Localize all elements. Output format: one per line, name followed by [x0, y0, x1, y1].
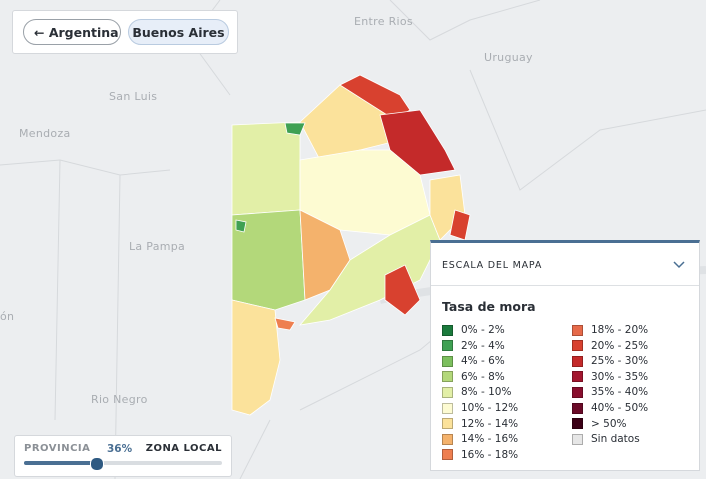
legend-label: 30% - 35%	[591, 370, 649, 383]
map-label: Mendoza	[19, 127, 71, 140]
legend-swatch	[572, 355, 583, 367]
legend-label: 12% - 14%	[461, 417, 519, 430]
legend-panel: ESCALA DEL MAPA Tasa de mora 0% - 2% 2% -…	[430, 240, 700, 471]
legend-label: 6% - 8%	[461, 370, 505, 383]
legend-title: Tasa de mora	[442, 299, 536, 314]
legend-label: 14% - 16%	[461, 433, 519, 446]
legend-item: 25% - 30%	[572, 355, 648, 367]
map-label: ón	[0, 310, 15, 323]
legend-label: 10% - 12%	[461, 402, 519, 414]
legend-swatch	[442, 324, 453, 336]
legend-item: 16% - 18%	[442, 449, 518, 461]
legend-label: > 50%	[591, 417, 627, 430]
divider	[431, 285, 699, 286]
breadcrumb: ← Argentina Buenos Aires	[12, 10, 238, 54]
legend-item: 8% - 10%	[442, 386, 511, 398]
legend-swatch	[572, 433, 583, 445]
slider-value: 36%	[107, 443, 133, 455]
current-label: Buenos Aires	[132, 24, 225, 40]
district	[384, 264, 421, 316]
map-label: Rio Negro	[91, 393, 148, 406]
legend-swatch	[442, 371, 453, 383]
district	[284, 122, 306, 136]
slider-fill	[24, 461, 97, 465]
map-label: Uruguay	[484, 51, 533, 64]
legend-item: 35% - 40%	[572, 386, 648, 398]
legend-swatch	[442, 418, 453, 430]
legend-label: 40% - 50%	[591, 402, 649, 414]
legend-swatch	[572, 340, 583, 352]
legend-swatch	[572, 386, 583, 398]
legend-item: 6% - 8%	[442, 371, 505, 383]
map-label: La Pampa	[129, 240, 186, 253]
legend-header[interactable]: ESCALA DEL MAPA	[442, 260, 543, 271]
slider-right-label: ZONA LOCAL	[145, 443, 222, 454]
legend-item: 18% - 20%	[572, 324, 648, 336]
legend-swatch	[572, 418, 583, 430]
legend-label: 0% - 2%	[461, 324, 505, 336]
legend-label: 20% - 25%	[591, 339, 649, 352]
map-label: Entre Rios	[354, 15, 413, 28]
legend-item: 14% - 16%	[442, 433, 518, 445]
legend-swatch	[572, 371, 583, 383]
current-button[interactable]: Buenos Aires	[128, 19, 229, 45]
legend-swatch	[442, 386, 453, 398]
legend-item: 0% - 2%	[442, 324, 505, 336]
slider-track[interactable]	[24, 461, 222, 465]
district	[231, 209, 306, 311]
legend-swatch	[442, 449, 453, 461]
map-label: San Luis	[109, 90, 158, 103]
legend-label: 35% - 40%	[591, 386, 649, 399]
province	[231, 74, 471, 416]
legend-swatch	[572, 402, 583, 414]
legend-item: 12% - 14%	[442, 418, 518, 430]
slider-left-label: PROVINCIA	[24, 443, 91, 454]
district	[235, 219, 247, 233]
legend-item: 30% - 35%	[572, 371, 648, 383]
chevron[interactable]	[673, 260, 685, 270]
legend-swatch	[442, 340, 453, 352]
district	[274, 317, 296, 331]
legend-swatch	[442, 355, 453, 367]
legend-swatch	[442, 402, 453, 414]
slider-thumb[interactable]	[90, 457, 104, 471]
legend-swatch	[442, 433, 453, 445]
back-button[interactable]: ← Argentina	[23, 19, 121, 45]
legend-item: 4% - 6%	[442, 355, 505, 367]
legend-label: 18% - 20%	[591, 324, 649, 336]
legend-item: 20% - 25%	[572, 340, 648, 352]
back-label: Argentina	[48, 24, 119, 40]
legend-label: 4% - 6%	[461, 355, 505, 368]
legend-label: 16% - 18%	[461, 448, 519, 461]
legend-item: Sin datos	[572, 433, 640, 445]
zoom-slider: PROVINCIA 36% ZONA LOCAL	[14, 435, 232, 477]
district	[231, 299, 281, 416]
legend-item: 40% - 50%	[572, 402, 648, 414]
legend-label: Sin datos	[591, 433, 640, 446]
legend-swatch	[572, 324, 583, 336]
district	[231, 121, 301, 216]
legend-label: 2% - 4%	[461, 339, 505, 352]
legend-label: 8% - 10%	[461, 386, 512, 399]
legend-item: > 50%	[572, 418, 626, 430]
legend-label: 25% - 30%	[591, 355, 649, 368]
legend-item: 10% - 12%	[442, 402, 518, 414]
legend-item: 2% - 4%	[442, 340, 505, 352]
